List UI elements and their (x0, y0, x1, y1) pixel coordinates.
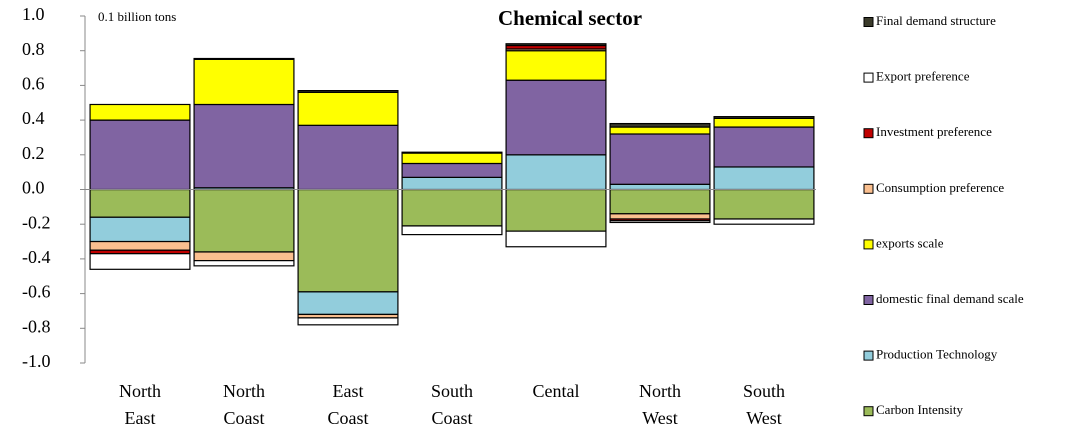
bar-segment (401, 152, 503, 165)
chart-title: Chemical sector (498, 6, 642, 30)
bar-segment (297, 91, 399, 126)
bar-segment (505, 43, 607, 47)
bar-segment (609, 188, 711, 215)
legend-swatch (863, 295, 874, 305)
bar-segment (609, 122, 711, 128)
bar-segment (713, 188, 815, 220)
bar-segment (297, 124, 399, 191)
y-unit: 0.1 billion tons (98, 9, 176, 24)
bar-segment (297, 291, 399, 316)
legend-label: Consumption preference (876, 180, 1004, 195)
x-tick-label: South Coast (431, 381, 473, 428)
x-tick-label: North West (639, 381, 681, 428)
legend-label: exports scale (876, 235, 944, 250)
x-tick-label: East Coast (327, 381, 368, 428)
y-tick-label: -0.4 (22, 247, 51, 267)
bar-segment (297, 90, 399, 93)
y-tick-label: 0.0 (22, 178, 45, 198)
bar-segment (505, 50, 607, 81)
bar-segment (401, 188, 503, 227)
bar-segment (89, 216, 191, 243)
bar-segment (713, 166, 815, 191)
legend-swatch (863, 72, 874, 83)
legend-swatch (863, 406, 874, 417)
legend-swatch (863, 17, 874, 27)
y-tick-label: 0.8 (22, 39, 45, 59)
y-tick-label: -0.2 (22, 212, 51, 232)
bar-segment (89, 253, 191, 270)
bar-segment (713, 126, 815, 168)
bar-segment (193, 251, 295, 262)
bar-segment (401, 176, 503, 191)
bar-segment (609, 220, 711, 224)
bar-segment (505, 188, 607, 232)
bar-segment (89, 103, 191, 121)
legend-label: Production Technology (876, 347, 998, 362)
y-tick-label: 1.0 (22, 4, 45, 24)
bar-segment (193, 188, 295, 253)
x-tick-label: North East (119, 381, 161, 428)
bar-segment (713, 116, 815, 119)
bar-segment (713, 117, 815, 128)
x-tick-label: South West (743, 381, 785, 428)
y-tick-label: -1.0 (22, 351, 51, 371)
bar-segment (401, 162, 503, 178)
y-tick-label: 0.6 (22, 74, 45, 94)
bar-segment (713, 218, 815, 225)
bar-segment (89, 188, 191, 218)
bar-segment (89, 240, 191, 251)
bar-segment (193, 57, 295, 60)
bar-segment (193, 58, 295, 106)
y-tick-label: 0.4 (22, 108, 45, 128)
legend-swatch (863, 239, 874, 250)
legend-swatch (863, 350, 874, 361)
y-tick-label: 0.2 (22, 143, 45, 163)
bar-segment (609, 213, 711, 220)
legend-label: Export preference (876, 69, 970, 84)
bar-segment (609, 126, 711, 135)
bar-segment (193, 260, 295, 267)
bar-segment (401, 151, 503, 154)
bar-segment (401, 225, 503, 236)
bar-segment (505, 230, 607, 248)
bar-segment (609, 183, 711, 191)
bar-segment (505, 154, 607, 191)
y-tick-label: -0.8 (22, 316, 51, 336)
legend-label: Carbon Intensity (876, 402, 964, 417)
x-tick-label: North Coast (223, 381, 265, 428)
legend-label: domestic final demand scale (876, 291, 1024, 306)
bar-segment (89, 119, 191, 191)
legend-label: Investment preference (876, 124, 992, 139)
bar-segment (505, 79, 607, 156)
x-tick-label: Cental (533, 381, 580, 401)
bar-segment (609, 133, 711, 185)
y-tick-label: -0.6 (22, 282, 51, 302)
legend-swatch (863, 128, 874, 139)
bar-segment (297, 317, 399, 326)
legend-label: Final demand structure (876, 13, 996, 28)
bar-segment (297, 188, 399, 293)
bar-segment (193, 103, 295, 189)
legend-swatch (863, 183, 874, 194)
